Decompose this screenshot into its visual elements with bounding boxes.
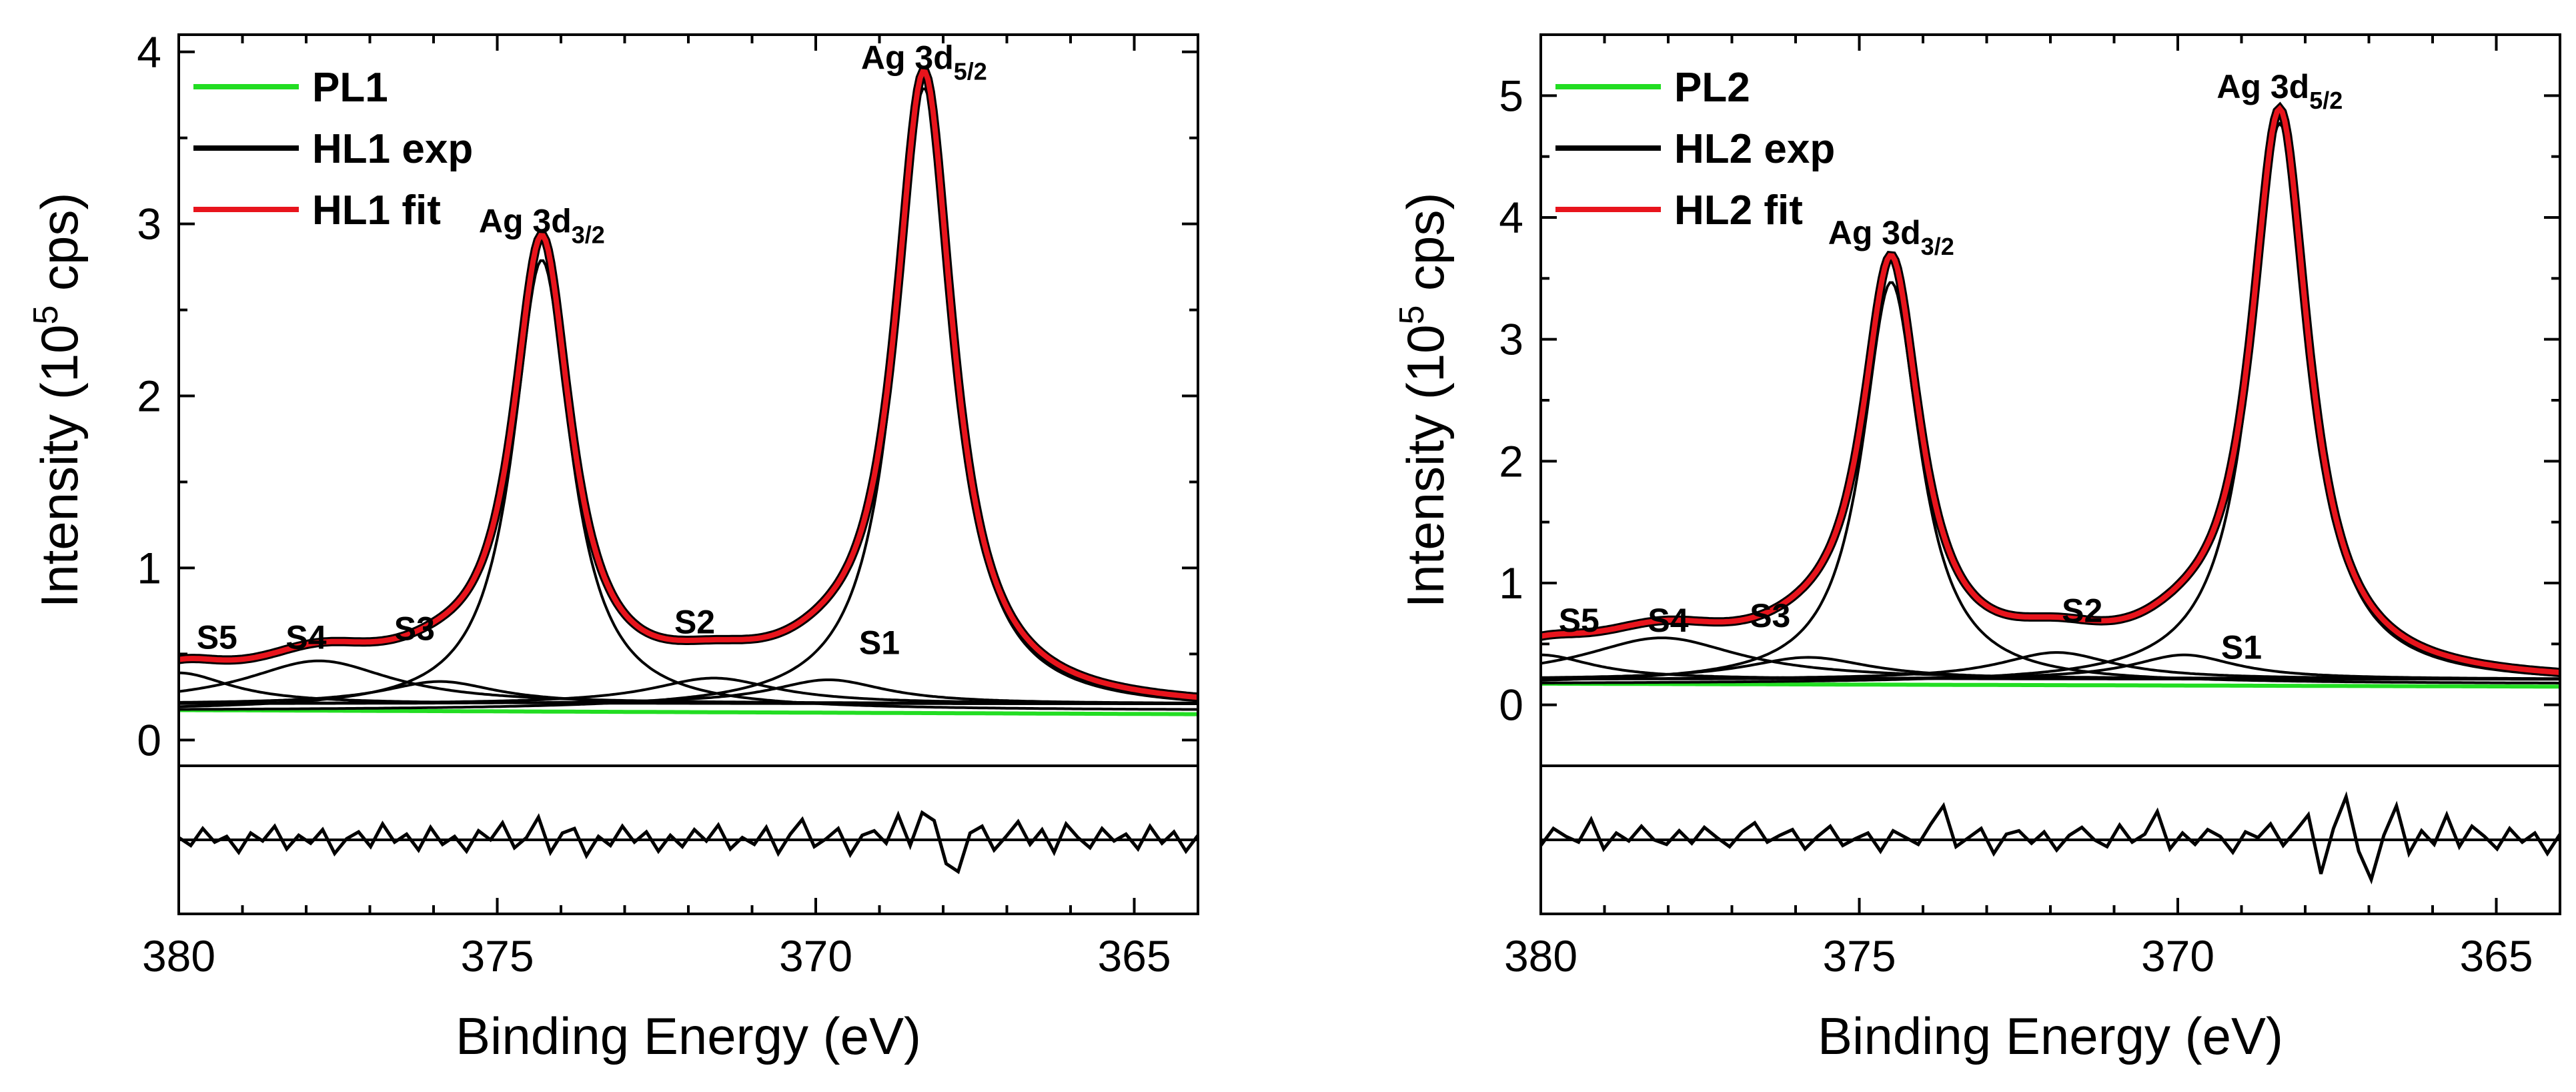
legend-label: PL1 — [312, 65, 388, 111]
y-tick-label: 1 — [1499, 558, 1523, 608]
y-tick-label: 2 — [1499, 436, 1523, 486]
component-main-1 — [1541, 121, 2560, 684]
chart-left: 0 1 2 3 4 380 375 370 365 Binding Energy (eV) Inte… — [27, 27, 1199, 1065]
x-tick-label: 365 — [2459, 931, 2533, 981]
y-axis-title: Intensity (105 cps) — [27, 193, 89, 608]
legend-label: HL1 exp — [312, 126, 473, 172]
y-tick-label: 1 — [137, 543, 161, 592]
annotation: S2 — [674, 603, 715, 640]
x-tick-label: 375 — [460, 931, 534, 981]
annotation: S3 — [394, 610, 435, 648]
component-main-0 — [179, 259, 1198, 711]
plot-area — [1541, 101, 2560, 689]
y-tick-label: 3 — [1499, 315, 1523, 364]
series-HL1 fit — [179, 69, 1198, 700]
annotation: Ag 3d5/2 — [861, 39, 987, 85]
annotation: S5 — [197, 619, 237, 656]
annotation: S2 — [2062, 592, 2102, 629]
y-tick-label: 5 — [1499, 71, 1523, 120]
legend-label: HL2 fit — [1674, 187, 1803, 233]
y-tick-label: 4 — [1499, 193, 1523, 242]
y-tick-label: 0 — [1499, 680, 1523, 730]
annotation: S3 — [1750, 597, 1790, 634]
x-tick-label: 365 — [1097, 931, 1171, 981]
residual-series — [1539, 791, 2562, 885]
legend-label: HL1 fit — [312, 187, 441, 233]
annotation: S1 — [2221, 628, 2262, 666]
annotation: Ag 3d5/2 — [2216, 68, 2343, 114]
annotation: S4 — [285, 619, 326, 656]
residual-series — [177, 810, 1199, 875]
y-tick-label: 0 — [137, 715, 161, 764]
component-main-0 — [1541, 281, 2560, 684]
annotation: Ag 3d3/2 — [479, 203, 605, 249]
series-PL1 — [179, 708, 1198, 716]
component-S5 — [1541, 653, 2560, 681]
series-HL2 fit — [1541, 105, 2560, 676]
annotation: S4 — [1648, 602, 1688, 639]
y-axis-title: Intensity (105 cps) — [1393, 193, 1455, 608]
x-tick-label: 380 — [142, 931, 215, 981]
x-tick-label: 370 — [2141, 931, 2214, 981]
y-tick-label: 4 — [137, 27, 161, 77]
x-axis-title: Binding Energy (eV) — [456, 1007, 921, 1065]
x-tick-label: 375 — [1822, 931, 1896, 981]
annotation: Ag 3d3/2 — [1828, 214, 1954, 260]
x-axis-title: Binding Energy (eV) — [1818, 1007, 2283, 1065]
plot-area — [179, 66, 1198, 716]
y-tick-label: 2 — [137, 372, 161, 421]
x-tick-label: 370 — [779, 931, 852, 981]
legend-label: PL2 — [1674, 65, 1750, 111]
component-S5 — [179, 671, 1198, 705]
x-tick-label: 380 — [1504, 931, 1577, 981]
chart-right: 0 1 2 3 4 5 380 375 370 365 Binding Energy (eV) Int… — [1393, 33, 2562, 1065]
series-PL2 — [1541, 681, 2560, 689]
legend-label: HL2 exp — [1674, 126, 1835, 172]
y-tick-label: 3 — [137, 199, 161, 249]
component-main-1 — [179, 87, 1198, 711]
annotation: S5 — [1559, 602, 1599, 639]
annotation: S1 — [859, 624, 900, 661]
